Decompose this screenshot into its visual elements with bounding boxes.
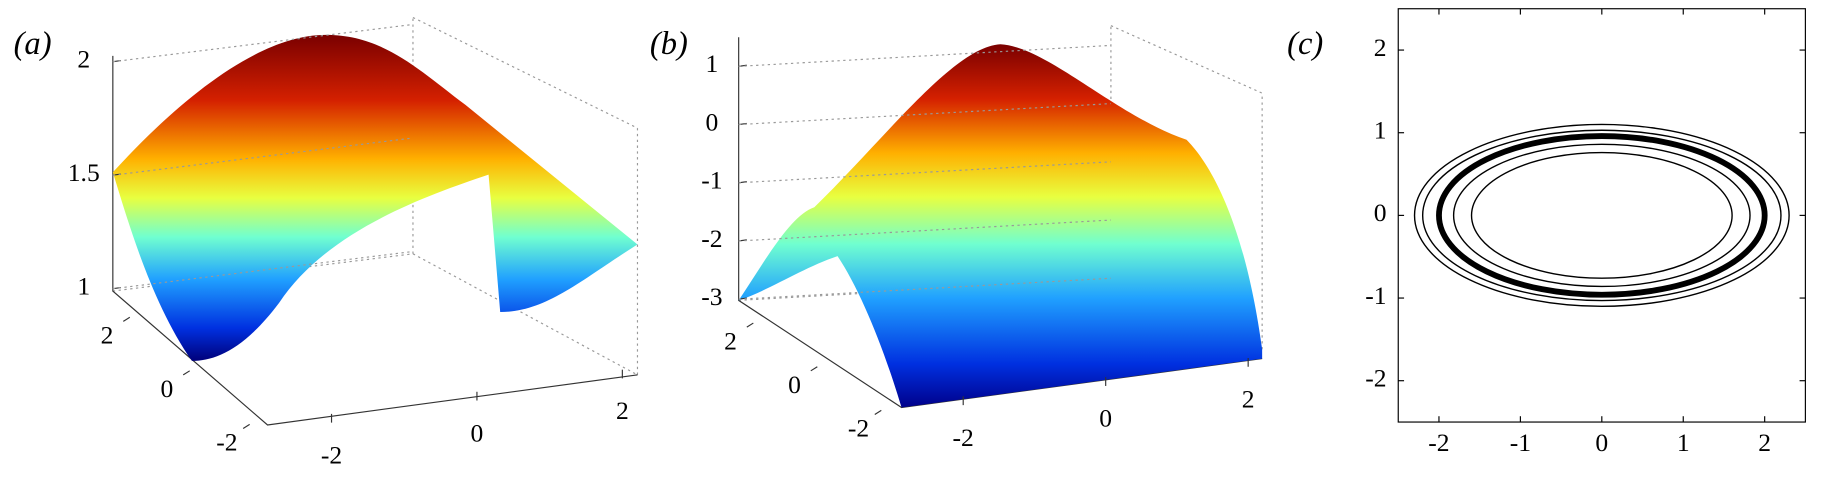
contour-line — [1421, 129, 1782, 302]
x-tick-label: 2 — [616, 396, 629, 425]
grid-line — [112, 250, 414, 290]
y-tick-label: 0 — [788, 370, 801, 399]
z-tick-label: -1 — [701, 166, 722, 195]
contour-line — [1436, 133, 1768, 298]
z-tick-label: 1 — [77, 272, 90, 301]
z-tick-label: -2 — [701, 224, 722, 253]
contour-line — [1470, 151, 1733, 279]
y-tick-label: 2 — [101, 321, 114, 350]
z-tick-label: 0 — [706, 107, 719, 136]
panel-a-frame — [112, 16, 639, 426]
grid-line — [738, 277, 1111, 300]
x-tick-label: 2 — [1242, 385, 1255, 414]
y-tick-label: -2 — [848, 414, 869, 443]
panel-b-frame — [738, 25, 1263, 409]
x-tick-label: 0 — [1099, 404, 1112, 433]
x-tick-label: 0 — [1595, 428, 1608, 457]
contour-line — [1413, 123, 1790, 308]
plot-frame — [1397, 8, 1806, 423]
y-tick — [122, 316, 131, 322]
y-tick-label: -2 — [1365, 364, 1386, 393]
grid-line — [112, 23, 414, 63]
z-tick-label: 2 — [77, 45, 90, 74]
surface — [112, 34, 638, 361]
z-tick-label: 1 — [706, 49, 719, 78]
panel-label: (b) — [650, 26, 688, 62]
y-tick-label: -2 — [216, 428, 237, 457]
y-tick-label: 2 — [724, 326, 737, 355]
x-tick-label: -1 — [1510, 428, 1531, 457]
grid-line — [738, 103, 1111, 126]
x-tick-label: 0 — [471, 418, 484, 447]
contour-line — [1452, 143, 1751, 288]
panel-label: (c) — [1287, 26, 1323, 62]
y-tick-label: 1 — [1374, 116, 1387, 145]
z-tick-label: 1.5 — [68, 158, 100, 187]
y-tick-label: 0 — [1374, 198, 1387, 227]
panel-label: (a) — [14, 26, 52, 62]
x-tick-label: -2 — [321, 440, 342, 469]
grid-line — [112, 137, 414, 176]
z-tick-label: -3 — [701, 282, 722, 311]
x-tick-label: -2 — [953, 423, 974, 452]
y-tick-label: 0 — [161, 374, 174, 403]
grid-line — [738, 44, 1111, 67]
y-tick — [810, 366, 818, 372]
x-tick-label: -2 — [1428, 428, 1449, 457]
x-tick-label: 1 — [1677, 428, 1690, 457]
y-tick — [242, 423, 250, 429]
y-tick — [874, 409, 882, 415]
y-tick-label: -1 — [1365, 281, 1386, 310]
grid-line — [738, 161, 1111, 184]
grid-line — [738, 219, 1111, 242]
y-tick — [746, 322, 754, 328]
y-tick — [182, 370, 191, 376]
x-tick-label: 2 — [1758, 428, 1771, 457]
y-tick-label: 2 — [1374, 33, 1387, 62]
